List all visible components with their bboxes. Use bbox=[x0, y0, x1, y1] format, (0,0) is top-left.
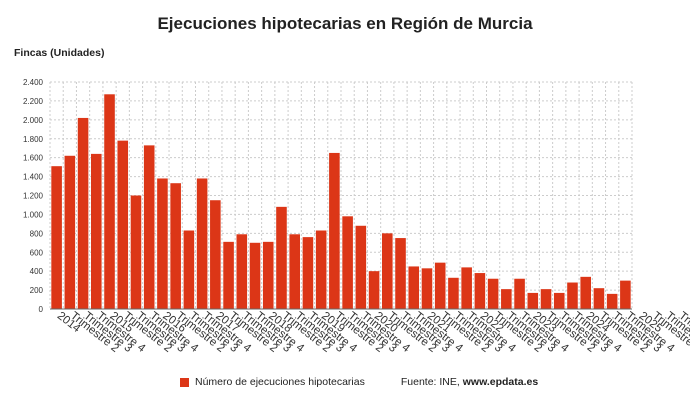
bar bbox=[223, 241, 234, 309]
bar bbox=[501, 289, 512, 309]
bar bbox=[210, 200, 221, 309]
legend-swatch bbox=[180, 377, 189, 387]
bar bbox=[91, 153, 102, 309]
bar bbox=[249, 242, 261, 309]
bar bbox=[236, 234, 248, 309]
bar-chart: 0 200 400 600 800 1.000 1.200 1.400 1.600 1.800 2.… bbox=[23, 78, 690, 355]
y-tick-label: 2.400 bbox=[23, 78, 44, 87]
bar bbox=[51, 166, 62, 309]
bar bbox=[276, 206, 287, 309]
bar bbox=[329, 152, 340, 309]
y-axis-label: Fincas (Unidades) bbox=[14, 47, 105, 59]
bar bbox=[196, 178, 208, 309]
y-tick-label: 200 bbox=[30, 286, 44, 295]
bar bbox=[183, 230, 195, 309]
source-prefix: Fuente: INE, bbox=[400, 376, 463, 388]
bar bbox=[117, 140, 129, 309]
bar bbox=[382, 233, 393, 309]
bar bbox=[302, 237, 314, 309]
bar bbox=[64, 155, 76, 309]
bar bbox=[514, 278, 525, 309]
legend-series-label: Número de ejecuciones hipotecarias bbox=[195, 376, 365, 388]
bar bbox=[593, 288, 605, 309]
bar bbox=[157, 178, 168, 309]
y-tick-label: 400 bbox=[30, 267, 44, 276]
y-tick-label: 1.600 bbox=[23, 154, 44, 163]
bar bbox=[580, 276, 591, 309]
y-tick-label: 1.800 bbox=[23, 135, 44, 144]
bar bbox=[262, 241, 274, 309]
y-tick-label: 0 bbox=[39, 305, 44, 314]
y-tick-label: 1.000 bbox=[23, 210, 44, 219]
bar bbox=[461, 267, 472, 309]
bar bbox=[553, 292, 565, 309]
bar bbox=[315, 230, 327, 309]
y-tick-label: 1.400 bbox=[23, 173, 44, 182]
bar bbox=[395, 238, 406, 309]
bar bbox=[170, 183, 181, 309]
bar bbox=[355, 225, 367, 309]
y-tick-label: 2.200 bbox=[23, 97, 44, 106]
bar bbox=[434, 262, 446, 309]
bar bbox=[474, 273, 486, 309]
bar bbox=[342, 216, 353, 309]
bar bbox=[540, 289, 552, 309]
bar bbox=[143, 145, 155, 309]
bar bbox=[77, 117, 89, 309]
bar bbox=[606, 293, 618, 309]
bar bbox=[130, 195, 142, 309]
legend: Número de ejecuciones hipotecarias Fuent… bbox=[180, 376, 538, 388]
bar bbox=[289, 234, 300, 309]
bar bbox=[487, 278, 499, 309]
source-site: www.epdata.es bbox=[462, 376, 539, 388]
y-tick-label: 1.200 bbox=[23, 192, 44, 201]
bar bbox=[421, 268, 433, 309]
bar bbox=[620, 280, 631, 309]
y-tick-label: 600 bbox=[30, 248, 44, 257]
y-tick-label: 800 bbox=[30, 229, 44, 238]
bar bbox=[368, 271, 380, 309]
bar bbox=[408, 266, 420, 309]
y-tick-label: 2.000 bbox=[23, 116, 44, 125]
bar bbox=[567, 282, 578, 309]
chart-title: Ejecuciones hipotecarias en Región de Mu… bbox=[157, 14, 533, 33]
bar bbox=[104, 94, 115, 309]
bar bbox=[448, 277, 459, 309]
bar bbox=[527, 292, 539, 309]
source-note: Fuente: INE, www.epdata.es bbox=[401, 376, 538, 388]
